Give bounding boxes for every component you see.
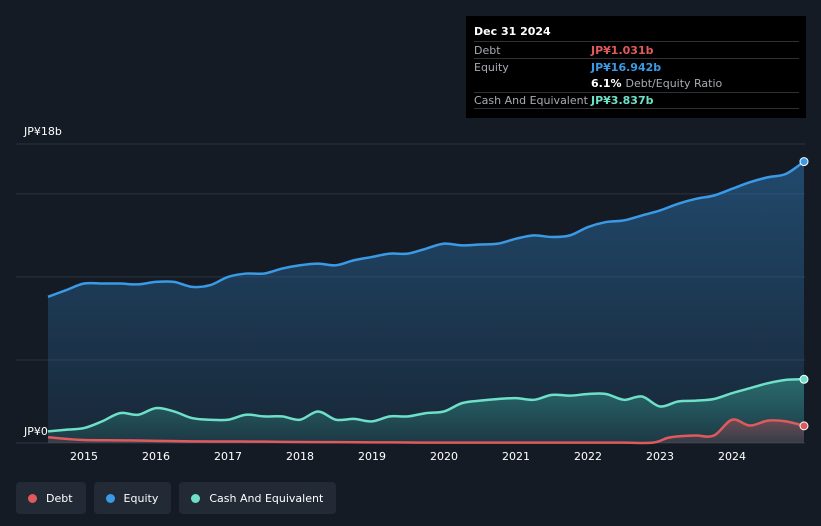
x-axis-tick-labels: 2015 2016 2017 2018 2019 2020 2021 2022 2023 2024	[70, 450, 746, 463]
tooltip-debt-label: Debt	[474, 43, 501, 57]
x-tick-label: 2018	[286, 450, 314, 463]
cash-line	[47, 378, 805, 433]
tooltip-ratio-label: Debt/Equity Ratio	[625, 77, 723, 90]
tooltip-row-debt: Debt JP¥1.031b	[474, 41, 799, 58]
debt-line	[47, 418, 805, 445]
tooltip-ratio-value: 6.1%	[591, 77, 622, 90]
legend-debt-label: Debt	[46, 491, 73, 505]
cash-end-marker	[799, 374, 809, 384]
tooltip-cash-value: JP¥3.837b	[591, 94, 654, 107]
tooltip-row-equity: Equity JP¥16.942b	[474, 58, 799, 75]
chart-legend: Debt Equity Cash And Equivalent	[16, 482, 337, 514]
x-tick-label: 2020	[430, 450, 458, 463]
debt-end-marker	[799, 421, 809, 431]
chart-end-markers	[799, 157, 809, 431]
legend-item-debt[interactable]: Debt	[16, 482, 86, 514]
x-tick-label: 2021	[502, 450, 530, 463]
legend-cash-label: Cash And Equivalent	[209, 491, 324, 505]
y-tick-label-bottom: JP¥0	[23, 425, 48, 438]
x-tick-label: 2017	[214, 450, 242, 463]
x-tick-label: 2023	[646, 450, 674, 463]
equity-area	[48, 161, 804, 443]
tooltip-cash-label: Cash And Equivalent	[474, 94, 588, 107]
tooltip-row-ratio: 6.1% Debt/Equity Ratio	[474, 75, 799, 92]
x-tick-label: 2022	[574, 450, 602, 463]
legend-debt-dot-icon	[28, 493, 37, 503]
equity-end-marker	[799, 157, 809, 167]
tooltip-row-cash: Cash And Equivalent JP¥3.837b	[474, 92, 799, 109]
y-tick-label-top: JP¥18b	[23, 125, 62, 138]
tooltip-equity-label: Equity	[474, 60, 509, 74]
cash-area	[48, 379, 804, 443]
legend-equity-label: Equity	[123, 491, 159, 505]
x-tick-label: 2016	[142, 450, 170, 463]
tooltip-debt-value: JP¥1.031b	[591, 43, 654, 57]
data-tooltip: Dec 31 2024 Debt JP¥1.031b Equity JP¥16.…	[466, 16, 806, 118]
legend-item-cash[interactable]: Cash And Equivalent	[179, 482, 337, 514]
legend-item-equity[interactable]: Equity	[93, 482, 172, 514]
x-tick-label: 2019	[358, 450, 386, 463]
x-tick-label: 2024	[718, 450, 746, 463]
equity-line	[47, 160, 805, 298]
legend-cash-dot-icon	[191, 493, 201, 503]
tooltip-equity-value: JP¥16.942b	[591, 60, 662, 74]
tooltip-date: Dec 31 2024	[474, 25, 551, 38]
legend-equity-dot-icon	[105, 493, 115, 503]
chart-series-lines	[47, 160, 805, 445]
x-tick-label: 2015	[70, 450, 98, 463]
